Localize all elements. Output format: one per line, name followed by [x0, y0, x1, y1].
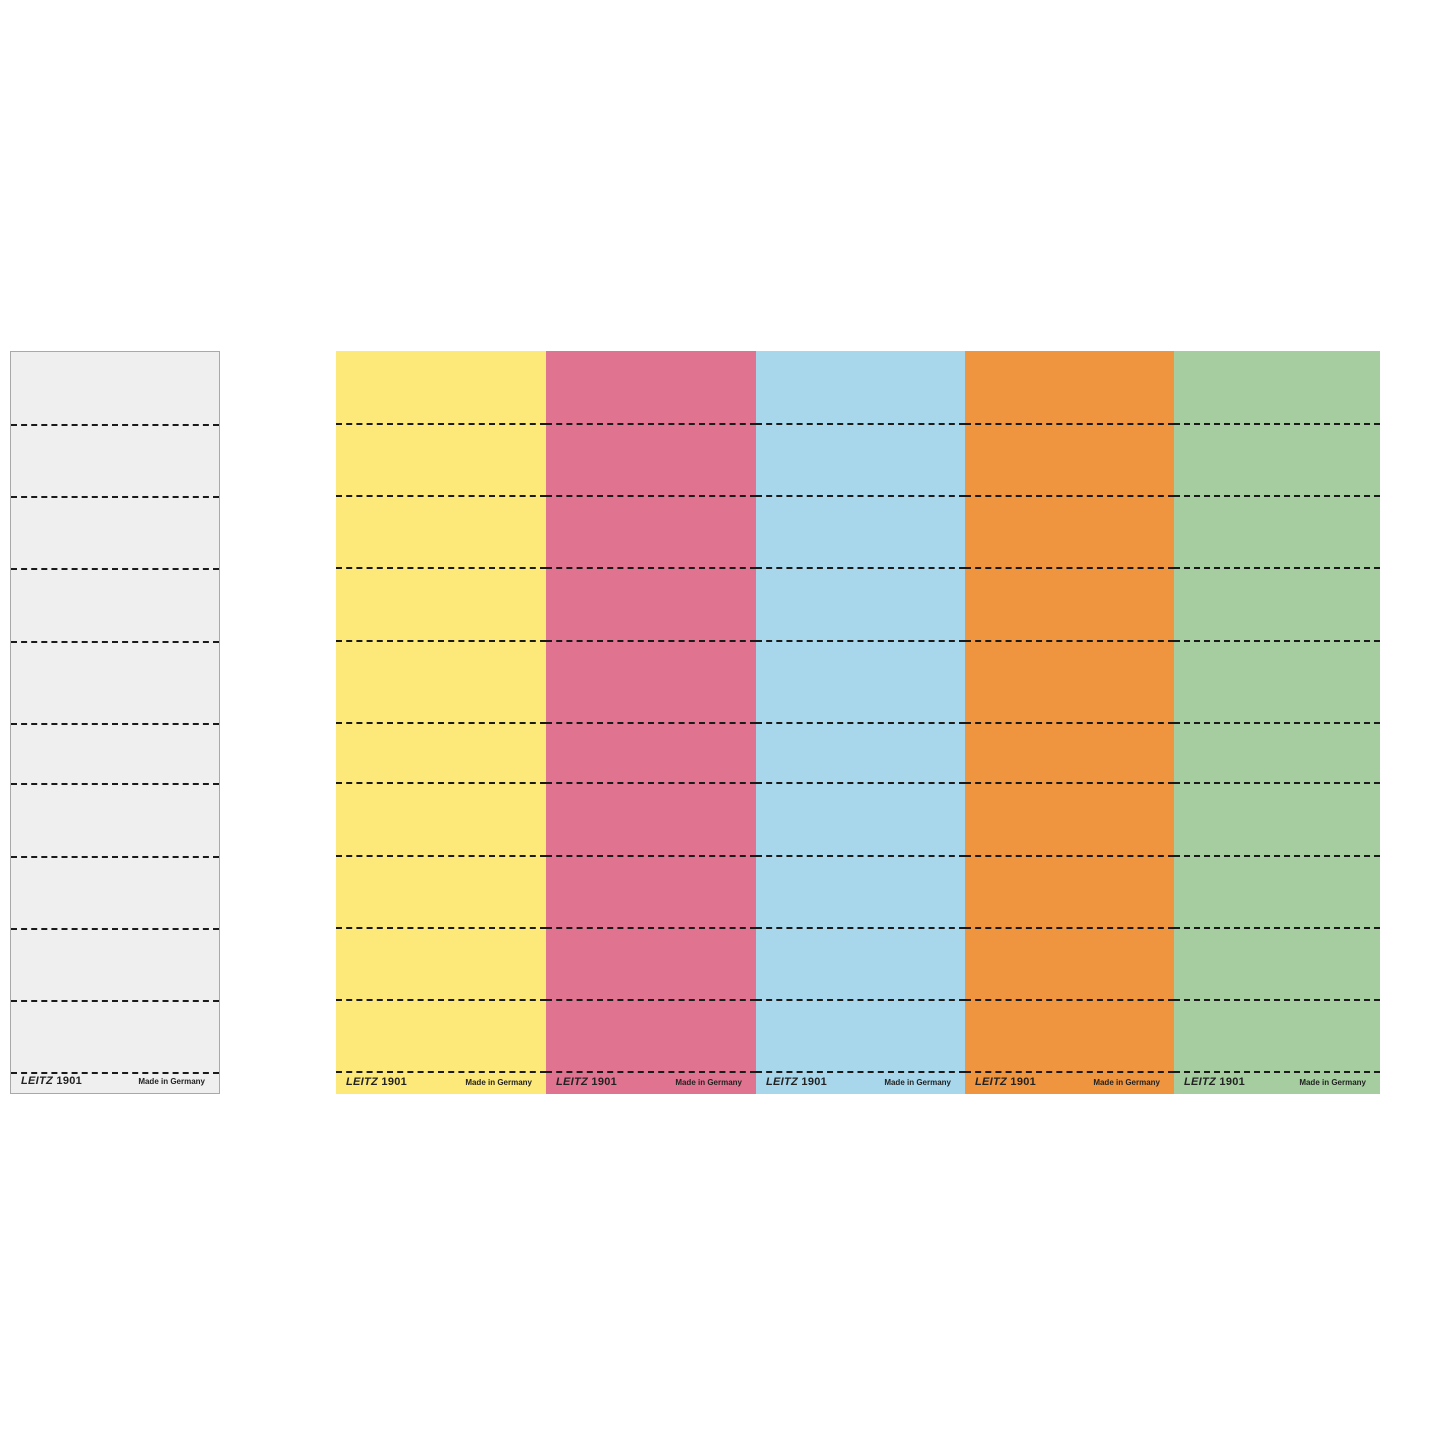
perforation-line [756, 567, 965, 569]
perforation-line [1174, 567, 1380, 569]
perforation-line [336, 782, 546, 784]
perforation-line [756, 722, 965, 724]
perforation-line [1174, 495, 1380, 497]
perforation-line [336, 640, 546, 642]
perforation-line [336, 1071, 546, 1073]
sheet-footer: LEITZ 1901 Made in Germany [11, 1073, 219, 1089]
made-in-label: Made in Germany [884, 1077, 951, 1087]
perforation-line [336, 999, 546, 1001]
brand-name: LEITZ [346, 1076, 379, 1088]
perforation-line [756, 640, 965, 642]
brand-logo: LEITZ 1901 [1184, 1076, 1245, 1088]
perforation-line [756, 1071, 965, 1073]
brand-name: LEITZ [766, 1076, 799, 1088]
perforation-line [756, 855, 965, 857]
perforation-line [546, 722, 756, 724]
perforation-line [11, 928, 219, 930]
perforation-line [965, 999, 1174, 1001]
label-sheet-pink: LEITZ 1901 Made in Germany [546, 351, 756, 1094]
perforation-line [11, 496, 219, 498]
perforation-line [546, 855, 756, 857]
perforation-line [756, 423, 965, 425]
perforation-line [965, 495, 1174, 497]
perforation-line [965, 567, 1174, 569]
product-code: 1901 [381, 1076, 408, 1088]
brand-name: LEITZ [1184, 1076, 1217, 1088]
label-sheet-yellow: LEITZ 1901 Made in Germany [336, 351, 546, 1094]
sheet-footer: LEITZ 1901 Made in Germany [965, 1074, 1174, 1090]
perforation-line [965, 782, 1174, 784]
sheet-footer: LEITZ 1901 Made in Germany [546, 1074, 756, 1090]
perforation-line [965, 855, 1174, 857]
brand-logo: LEITZ 1901 [21, 1075, 82, 1087]
perforation-line [756, 927, 965, 929]
perforation-line [546, 423, 756, 425]
perforation-line [11, 568, 219, 570]
made-in-label: Made in Germany [675, 1077, 742, 1087]
brand-name: LEITZ [975, 1076, 1008, 1088]
perforation-line [546, 495, 756, 497]
perforation-line [336, 722, 546, 724]
perforation-line [756, 495, 965, 497]
perforation-line [1174, 722, 1380, 724]
perforation-line [965, 640, 1174, 642]
made-in-label: Made in Germany [465, 1077, 532, 1087]
product-code: 1901 [591, 1076, 618, 1088]
product-code: 1901 [1219, 1076, 1246, 1088]
perforation-line [546, 782, 756, 784]
perforation-line [965, 927, 1174, 929]
perforation-line [546, 567, 756, 569]
perforation-line [756, 999, 965, 1001]
sheet-footer: LEITZ 1901 Made in Germany [336, 1074, 546, 1090]
brand-logo: LEITZ 1901 [346, 1076, 407, 1088]
sheet-footer: LEITZ 1901 Made in Germany [756, 1074, 965, 1090]
product-code: 1901 [801, 1076, 828, 1088]
perforation-line [11, 1000, 219, 1002]
brand-logo: LEITZ 1901 [556, 1076, 617, 1088]
perforation-line [11, 856, 219, 858]
perforation-line [11, 783, 219, 785]
perforation-line [1174, 999, 1380, 1001]
perforation-line [546, 999, 756, 1001]
perforation-line [336, 423, 546, 425]
made-in-label: Made in Germany [1093, 1077, 1160, 1087]
perforation-line [965, 722, 1174, 724]
perforation-line [546, 640, 756, 642]
brand-logo: LEITZ 1901 [975, 1076, 1036, 1088]
perforation-line [11, 424, 219, 426]
label-sheet-blue: LEITZ 1901 Made in Germany [756, 351, 965, 1094]
perforation-line [756, 782, 965, 784]
perforation-line [1174, 1071, 1380, 1073]
perforation-line [11, 723, 219, 725]
brand-name: LEITZ [21, 1075, 54, 1087]
perforation-line [336, 855, 546, 857]
made-in-label: Made in Germany [1299, 1077, 1366, 1087]
perforation-line [965, 423, 1174, 425]
perforation-line [1174, 782, 1380, 784]
made-in-label: Made in Germany [138, 1076, 205, 1086]
perforation-line [336, 567, 546, 569]
label-sheet-green: LEITZ 1901 Made in Germany [1174, 351, 1380, 1094]
product-code: 1901 [1010, 1076, 1037, 1088]
perforation-line [11, 641, 219, 643]
perforation-line [11, 1072, 219, 1074]
perforation-line [546, 1071, 756, 1073]
label-sheet-orange: LEITZ 1901 Made in Germany [965, 351, 1174, 1094]
perforation-line [1174, 927, 1380, 929]
perforation-line [336, 927, 546, 929]
perforation-line [336, 495, 546, 497]
perforation-line [1174, 423, 1380, 425]
label-sheet-white: LEITZ 1901 Made in Germany [10, 351, 220, 1094]
perforation-line [1174, 640, 1380, 642]
brand-name: LEITZ [556, 1076, 589, 1088]
perforation-line [965, 1071, 1174, 1073]
brand-logo: LEITZ 1901 [766, 1076, 827, 1088]
perforation-line [546, 927, 756, 929]
perforation-line [1174, 855, 1380, 857]
sheet-footer: LEITZ 1901 Made in Germany [1174, 1074, 1380, 1090]
product-code: 1901 [56, 1075, 83, 1087]
